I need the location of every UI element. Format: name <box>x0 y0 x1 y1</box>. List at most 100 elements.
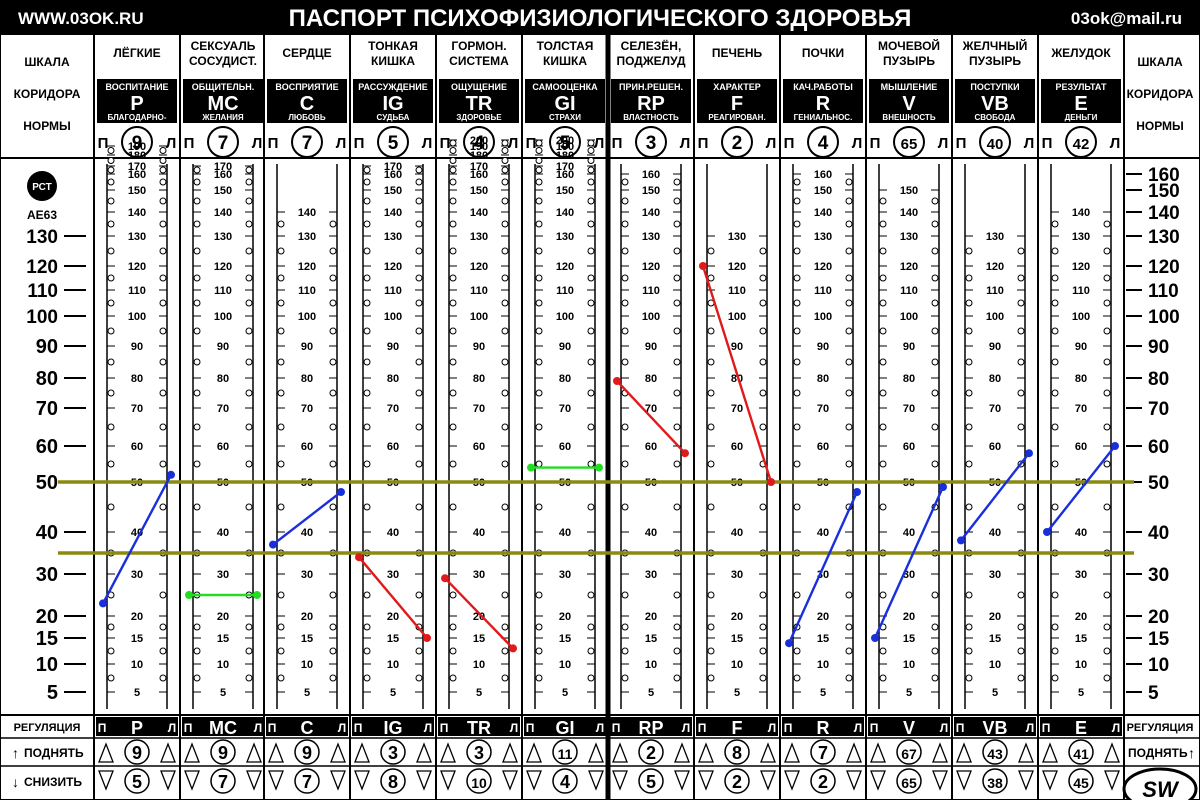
scale-dot <box>245 299 253 307</box>
l-label: Л <box>1112 721 1120 735</box>
scale-dot <box>845 591 853 599</box>
scale-dot <box>277 460 285 468</box>
scale-dot <box>329 358 337 366</box>
scale-dot <box>673 358 681 366</box>
tick-label: 5 <box>390 687 396 699</box>
p-value-point <box>99 599 107 608</box>
tick-label: 60 <box>473 441 485 453</box>
regulation-code: TR <box>467 718 491 738</box>
scale-dot <box>107 460 115 468</box>
scale-dot <box>965 423 973 431</box>
tick-label: 100 <box>298 311 316 323</box>
tick-label: 15 <box>645 633 657 645</box>
scale-dot <box>759 591 767 599</box>
scale-dot <box>759 623 767 631</box>
meridian-code: MC <box>207 93 238 115</box>
index-value: 2 <box>732 133 743 154</box>
scale-dot <box>587 166 595 174</box>
tick-label: 90 <box>817 341 829 353</box>
tick-label: 70 <box>131 403 143 415</box>
organ-name: КИШКА <box>543 54 587 68</box>
code-box <box>97 79 177 123</box>
regulation-code-box <box>610 717 692 736</box>
l-label: Л <box>938 135 949 152</box>
scale-dot <box>673 423 681 431</box>
index-circle <box>721 126 753 158</box>
tick-label: 100 <box>470 311 488 323</box>
triangle-down-icon <box>698 770 714 791</box>
scale-dot <box>329 460 337 468</box>
scale-dot <box>707 423 715 431</box>
tick-label: 15 <box>131 633 143 645</box>
scale-dot <box>1103 274 1111 282</box>
scale-dot <box>245 274 253 282</box>
scale-dot <box>707 503 715 511</box>
side-tick-label: 120 <box>1148 257 1180 278</box>
tick-label: 70 <box>989 403 1001 415</box>
tick-label: 70 <box>1075 403 1087 415</box>
value-segment <box>616 380 686 455</box>
index-value: 4 <box>818 133 829 154</box>
tick-label: 40 <box>131 527 143 539</box>
scale-dot <box>501 274 509 282</box>
scale-dot <box>965 623 973 631</box>
index-circle <box>207 126 239 158</box>
scale-dot <box>879 274 887 282</box>
raise-label: ПОДНЯТЬ <box>24 746 84 760</box>
value-line-mc <box>185 591 261 599</box>
l-label: Л <box>1110 135 1121 152</box>
scale-dot <box>621 327 629 335</box>
tick-label: 110 <box>728 285 746 297</box>
scale-dot <box>535 299 543 307</box>
trait-top: КАЧ.РАБОТЫ <box>793 82 853 92</box>
meridian-code: F <box>731 93 743 115</box>
scale-dot <box>793 423 801 431</box>
index-value: 42 <box>1073 136 1090 153</box>
scale-dot <box>673 299 681 307</box>
tick-label: 10 <box>989 659 1001 671</box>
scale-dot <box>535 166 543 174</box>
index-value: 4 <box>474 133 485 154</box>
scale-dot <box>245 197 253 205</box>
value-segment <box>960 452 1030 542</box>
scale-dot <box>277 327 285 335</box>
triangle-down-icon <box>440 770 456 791</box>
value-segment <box>358 556 428 639</box>
tick-label: 5 <box>820 687 826 699</box>
l-label: Л <box>680 135 691 152</box>
tick-label: 120 <box>298 261 316 273</box>
scale-dot <box>449 674 457 682</box>
tick-label: 60 <box>817 441 829 453</box>
tick-label: 80 <box>473 373 485 385</box>
side-tick-label: 100 <box>1148 307 1180 328</box>
value-segment <box>1046 445 1116 533</box>
tick-label: 130 <box>384 231 402 243</box>
scale-dot <box>329 591 337 599</box>
raise-value: 41 <box>1073 746 1089 762</box>
tick-label: 100 <box>642 311 660 323</box>
triangle-up-icon <box>440 742 456 763</box>
tick-label: 110 <box>128 285 146 297</box>
tick-label: 110 <box>814 285 832 297</box>
scale-dot <box>107 197 115 205</box>
tick-label: 130 <box>214 231 232 243</box>
scale-dot <box>329 327 337 335</box>
tick-label: 60 <box>217 441 229 453</box>
scale-dot <box>159 178 167 186</box>
regulation-label: РЕГУЛЯЦИЯ <box>14 722 81 734</box>
tick-label: 60 <box>731 441 743 453</box>
tick-label: 190 <box>470 141 488 153</box>
scale-dot <box>1017 358 1025 366</box>
l-label: Л <box>854 721 862 735</box>
l-label: Л <box>768 721 776 735</box>
scale-dot <box>673 220 681 228</box>
scale-dot <box>1051 358 1059 366</box>
tick-label: 160 <box>642 169 660 181</box>
scale-dot <box>621 197 629 205</box>
scale-dot <box>965 460 973 468</box>
raise-value: 67 <box>901 746 917 762</box>
